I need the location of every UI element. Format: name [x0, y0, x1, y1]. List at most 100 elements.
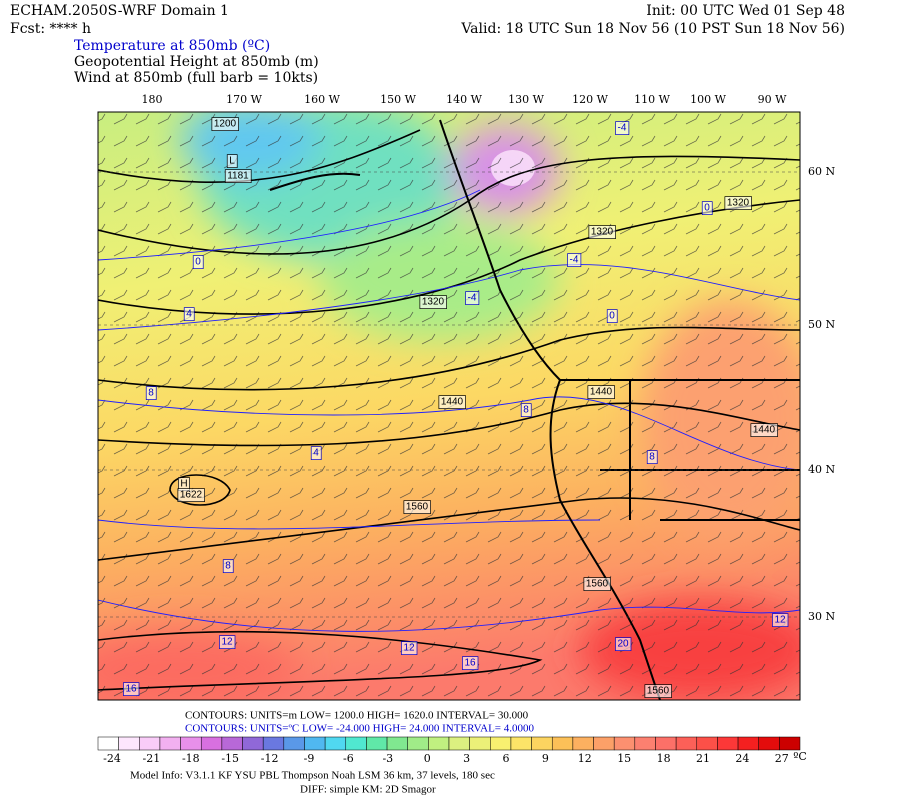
contour-label: -4: [570, 255, 579, 266]
longitude-label: 150 W: [380, 93, 416, 106]
contour-label-box: [588, 225, 616, 239]
colorbar-label: 24: [735, 752, 749, 765]
colorbar-label: -9: [304, 752, 315, 765]
contour-label-box: [219, 635, 236, 649]
contour-label: 1320: [591, 227, 614, 238]
colorbar-label: 15: [617, 752, 631, 765]
latitude-label: 60 N: [808, 165, 835, 178]
contour-label: 8: [649, 452, 655, 463]
model-info: Model Info: V3.1.1 KF YSU PBL Thompson N…: [130, 770, 495, 782]
contour-label-box: [465, 291, 480, 305]
colorbar-swatch: [696, 736, 718, 751]
colorbar-label: -21: [143, 752, 161, 765]
contour-label: 20: [617, 639, 629, 650]
contour-label: 12: [403, 643, 415, 654]
colorbar-swatch: [262, 736, 285, 751]
colorbar-swatch: [118, 736, 140, 751]
contour-label-box: [462, 656, 479, 670]
colorbar-label: 21: [696, 752, 710, 765]
colorbar-label: 27: [775, 752, 789, 765]
contour-label: 0: [609, 311, 615, 322]
contour-label: 1440: [753, 425, 776, 436]
colorbar-swatch: [613, 736, 636, 751]
colorbar-label: 18: [657, 752, 671, 765]
longitude-label: 120 W: [572, 93, 608, 106]
colorbar-swatch: [366, 736, 388, 751]
contour-label-box: [567, 253, 582, 267]
colorbar-swatch: [551, 736, 574, 751]
colorbar-swatch: [221, 736, 243, 751]
colorbar-swatch: [655, 736, 677, 751]
map-frame: [97, 111, 801, 701]
contour-label-box: [211, 117, 239, 131]
contour-label-box: [750, 423, 778, 437]
colorbar-swatch: [779, 736, 801, 751]
contour-label: 1440: [441, 397, 464, 408]
contour-label-box: [701, 201, 713, 215]
longitude-label: 90 W: [758, 93, 787, 106]
contour-label: 0: [704, 203, 710, 214]
contour-label: 0: [195, 257, 201, 268]
contour-label: 1560: [406, 502, 429, 513]
colorbar-label: -24: [103, 752, 121, 765]
contour-label: H: [180, 479, 187, 490]
contour-label-box: [224, 169, 252, 183]
contour-label-box: [615, 121, 630, 135]
colorbar-swatch: [159, 736, 181, 751]
field-label: Wind at 850mb (full barb = 10kts): [74, 70, 318, 86]
colorbar-swatch: [531, 736, 553, 751]
colorbar-label: 3: [463, 752, 470, 765]
colorbar-swatch: [97, 736, 119, 751]
contour-label-box: [520, 403, 532, 417]
contour-label-box: [222, 559, 234, 573]
contour-label: 12: [774, 615, 786, 626]
contour-label: 1440: [590, 387, 613, 398]
contour-info: CONTOURS: UNITS=m LOW= 1200.0 HIGH= 1620…: [185, 710, 529, 722]
latitude-label: 30 N: [808, 610, 835, 623]
longitude-label: 110 W: [634, 93, 670, 106]
contour-info: CONTOURS: UNITS=ºC LOW= -24.000 HIGH= 24…: [185, 723, 534, 735]
contour-label-box: [145, 386, 157, 400]
contour-label: 12: [221, 637, 233, 648]
colorbar-label: -6: [343, 752, 354, 765]
colorbar-swatch: [737, 736, 759, 751]
contour-label-box: [177, 488, 205, 502]
contour-label-box: [772, 613, 789, 627]
forecast-hour: Fcst: **** h: [10, 21, 91, 37]
colorbar-swatch: [304, 736, 326, 751]
colorbar-swatch: [758, 736, 780, 751]
contour-label-box: [438, 395, 466, 409]
colorbar-swatch: [428, 736, 450, 751]
contour-label-box: [724, 196, 752, 210]
colorbar-label: -12: [261, 752, 279, 765]
colorbar-swatch: [634, 736, 656, 751]
diff-info: DIFF: simple KM: 2D Smagor: [300, 784, 436, 796]
colorbar-swatch: [448, 736, 470, 751]
colorbar-swatch: [490, 736, 512, 751]
latitude-label: 40 N: [808, 463, 835, 476]
contour-label: 4: [186, 309, 192, 320]
colorbar-swatch: [407, 736, 429, 751]
colorbar-swatch: [345, 736, 367, 751]
contour-label: L: [229, 156, 235, 167]
colorbar-swatch: [242, 736, 264, 751]
colorbar-label: -15: [221, 752, 239, 765]
colorbar-swatch: [386, 736, 408, 751]
colorbar-label: -18: [182, 752, 200, 765]
contour-label-box: [123, 682, 140, 696]
model-title: ECHAM.2050S-WRF Domain 1: [10, 3, 229, 19]
contour-label-box: [615, 637, 632, 651]
colorbar-unit: ºC: [793, 750, 807, 763]
contour-label-box: [419, 295, 447, 309]
contour-label: 1320: [727, 198, 750, 209]
contour-label: 1560: [647, 686, 670, 697]
colorbar-label: 9: [542, 752, 549, 765]
longitude-label: 100 W: [690, 93, 726, 106]
contour-label-box: [226, 154, 238, 168]
colorbar-swatch: [593, 736, 615, 751]
contour-label-box: [310, 446, 322, 460]
colorbar-swatch: [717, 736, 739, 751]
contour-label: 4: [313, 448, 319, 459]
field-label: Temperature at 850mb (ºC): [74, 38, 270, 54]
contour-label: 16: [125, 684, 137, 695]
